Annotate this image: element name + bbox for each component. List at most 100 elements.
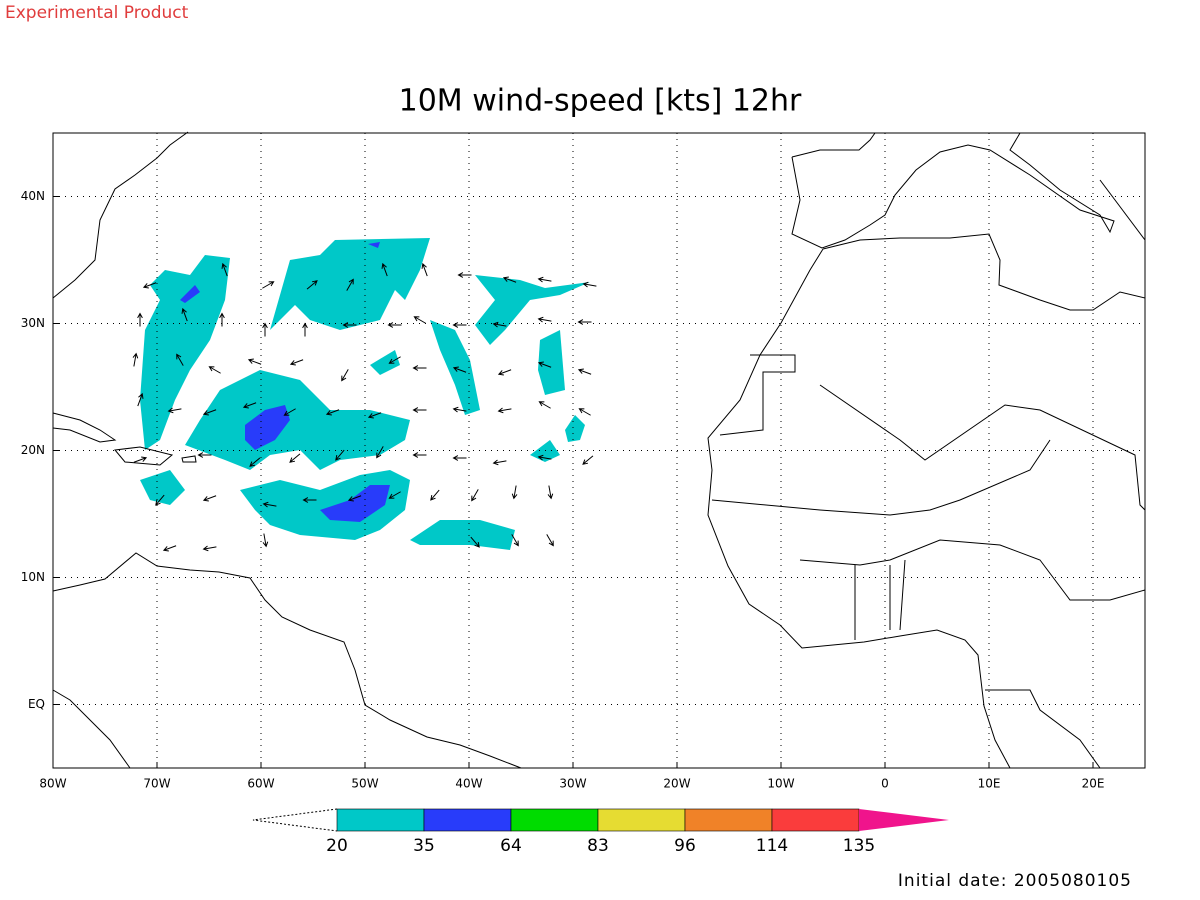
wind-arrow	[167, 407, 182, 414]
wind-fields	[140, 238, 590, 550]
colorbar-segment	[336, 808, 425, 832]
wind-arrow	[577, 319, 592, 325]
wind-arrow	[452, 406, 467, 413]
wind-arrow	[197, 452, 212, 458]
wind-arrow	[262, 501, 277, 508]
wind-arrow	[137, 312, 143, 327]
wind-arrow	[208, 366, 221, 374]
wind-arrow	[249, 457, 261, 467]
wind-arrow	[430, 489, 440, 501]
wind-arrow	[376, 446, 384, 459]
wind-arrow	[155, 494, 165, 506]
map-frame	[52, 132, 1146, 769]
wind-arrow	[538, 401, 551, 409]
wind-arrow	[537, 361, 552, 368]
wind-arrow	[511, 534, 519, 547]
wind-arrow	[412, 365, 427, 371]
coastlines	[52, 131, 1146, 769]
wind-arrow	[262, 281, 275, 289]
y-tick-label: 10N	[21, 570, 45, 584]
y-tick-label: 30N	[21, 316, 45, 330]
wind-arrow	[133, 456, 148, 463]
wind-arrow	[132, 352, 139, 367]
wind-arrow	[497, 407, 512, 414]
wind-arrow	[247, 358, 262, 365]
wind-arrow	[452, 455, 467, 461]
wind-arrow	[137, 392, 144, 407]
wind-arrow	[381, 262, 388, 277]
wind-arrow	[547, 485, 554, 500]
x-tick-label: 10W	[767, 777, 794, 791]
colorbar-under	[252, 808, 338, 832]
colorbar: 20 35 64 83 96 114 135	[252, 808, 949, 856]
colorbar-segment	[597, 808, 686, 832]
wind-arrow	[202, 495, 217, 502]
colorbar-label: 96	[674, 836, 696, 856]
wind-arrow	[537, 316, 552, 323]
colorbar-label: 114	[756, 836, 788, 856]
wind-arrow	[181, 307, 188, 322]
wind-arrow	[387, 322, 402, 328]
colorbar-label: 83	[587, 836, 609, 856]
wind-arrow	[492, 321, 507, 328]
initial-date: Initial date: 2005080105	[898, 871, 1132, 891]
wind-arrow	[388, 491, 401, 499]
wind-arrow	[283, 408, 296, 416]
wind-arrow	[367, 412, 382, 419]
colorbar-segment	[771, 808, 860, 832]
wind-arrow	[388, 356, 401, 364]
wind-arrow	[452, 366, 467, 373]
wind-arrow	[302, 497, 317, 503]
colorbar-label: 64	[500, 836, 522, 856]
wind-arrow	[421, 262, 428, 277]
x-tick-label: 30W	[559, 777, 586, 791]
wind-arrow	[511, 485, 518, 500]
wind-arrow	[582, 281, 597, 288]
map-title: 10M wind-speed [kts] 12hr	[399, 84, 802, 119]
y-tick-label: EQ	[28, 697, 45, 711]
wind-arrow	[262, 533, 269, 548]
colorbar-label: 35	[413, 836, 435, 856]
wind-arrow	[502, 276, 517, 283]
x-tick-label: 20W	[663, 777, 690, 791]
wind-arrow	[289, 453, 301, 463]
y-tick-label: 40N	[21, 189, 45, 203]
wind-vectors	[132, 262, 597, 552]
wind-arrow	[457, 272, 472, 278]
x-tick-label: 10E	[978, 777, 1001, 791]
wind-arrow	[342, 322, 357, 328]
wind-arrow	[162, 545, 177, 552]
wind-arrow	[470, 536, 480, 548]
wind-arrow	[289, 359, 304, 366]
x-tick-label: 60W	[247, 777, 274, 791]
wind-arrow	[306, 280, 318, 290]
wind-arrow	[577, 368, 592, 375]
y-tick-label: 20N	[21, 443, 45, 457]
wind-arrow	[471, 489, 479, 502]
x-tick-label: 20E	[1082, 777, 1105, 791]
colorbar-segment	[510, 808, 599, 832]
colorbar-over	[859, 809, 949, 831]
wind-arrow	[302, 322, 308, 337]
wind-arrow	[262, 322, 268, 337]
wind-arrow	[492, 459, 507, 466]
header-label: Experimental Product	[5, 3, 189, 23]
x-tick-label: 50W	[351, 777, 378, 791]
wind-arrow	[546, 534, 554, 547]
wind-arrow	[412, 407, 427, 413]
wind-arrow	[242, 402, 257, 409]
wind-arrow	[202, 545, 217, 552]
wind-arrow	[142, 282, 157, 289]
colorbar-label: 20	[326, 836, 348, 856]
wind-arrow	[335, 449, 345, 461]
wind-arrow	[452, 322, 467, 328]
grid: 80W 70W 60W 50W 40W 30W 20W 10W 0 10E 20E 40N 30N 20N…	[21, 133, 1145, 791]
wind-arrow	[341, 369, 349, 382]
x-tick-label: 40W	[455, 777, 482, 791]
wind-arrow	[578, 408, 591, 416]
x-tick-label: 80W	[39, 777, 66, 791]
colorbar-segment	[423, 808, 512, 832]
wind-arrow	[347, 495, 362, 502]
wind-arrow	[497, 369, 512, 376]
wind-arrow	[346, 278, 354, 291]
